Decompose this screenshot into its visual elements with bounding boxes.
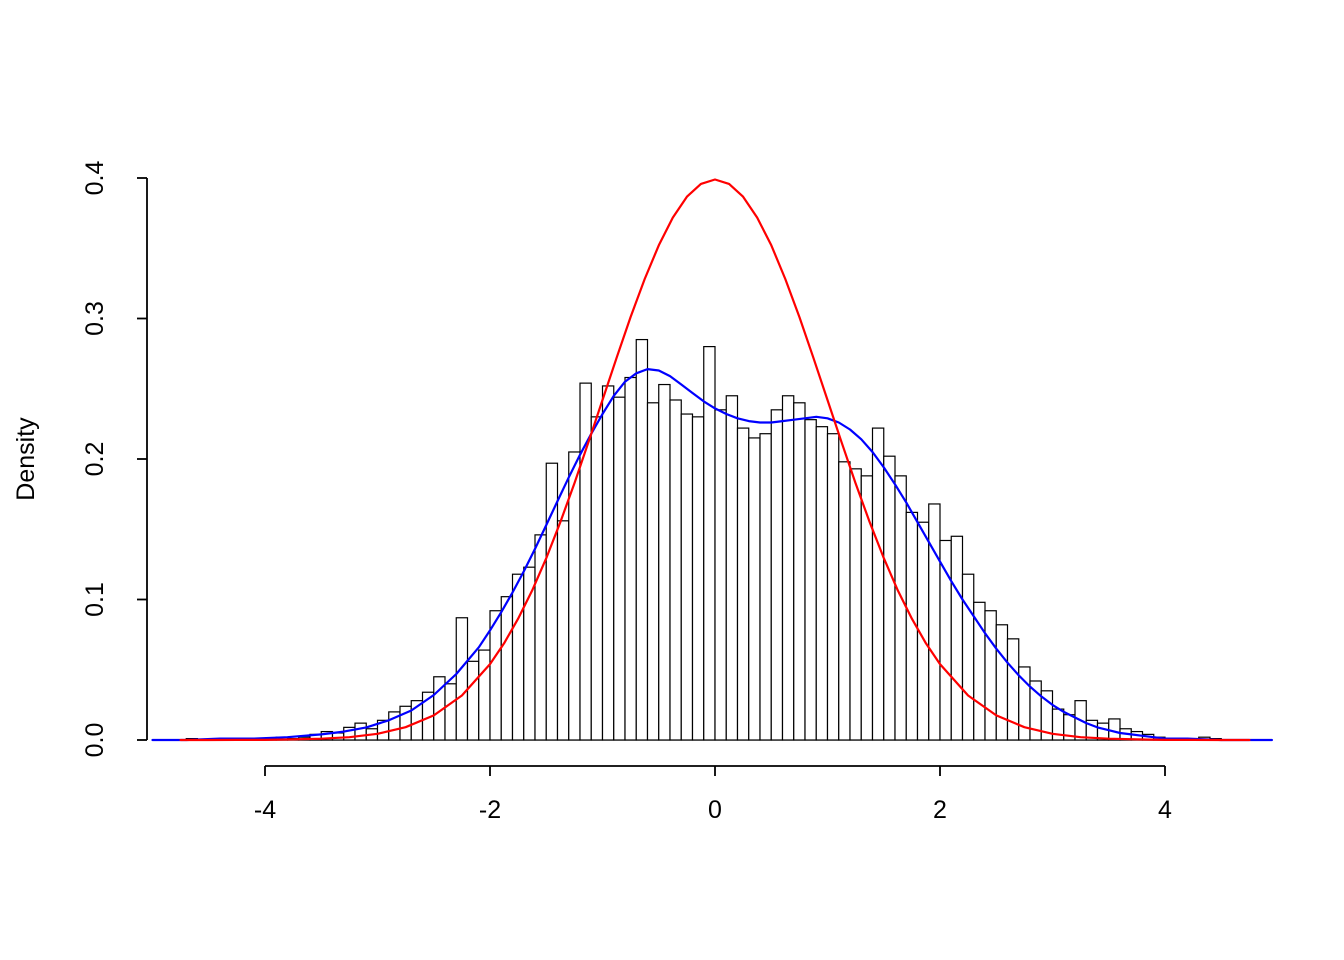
histogram-bar [1108,718,1121,741]
y-axis: 0.0 0.1 0.2 0.3 0.4 [81,161,148,758]
x-tick-label: 0 [708,796,722,824]
histogram-bar [444,683,457,741]
histogram-bar [781,395,795,741]
histogram-bar [601,385,615,741]
histogram-bar [478,649,491,741]
y-tick-label: 0.3 [81,301,109,336]
histogram-bar [556,520,570,741]
histogram-bar [984,610,997,741]
histogram-bar [928,503,941,741]
histogram-bar [995,624,1009,741]
histogram-bar [894,475,907,741]
histogram-bar [838,461,851,741]
histogram-bar [961,573,975,741]
histogram-bar [770,409,784,741]
y-tick-label: 0.4 [81,161,109,196]
histogram-bar [658,383,671,741]
histogram-bar [815,426,829,741]
histogram-bar [725,395,739,741]
histogram-bar [489,610,502,741]
histogram-bar [523,566,536,741]
histogram-bar [759,433,772,741]
histogram-bar [466,660,480,741]
kernel-density-estimate-curve [151,368,1273,742]
histogram-bar [804,419,817,741]
histogram-bar [500,596,514,741]
histogram-bar [613,396,626,741]
histogram-bar [950,535,964,741]
histogram-bar [635,338,649,741]
histogram-bar [455,617,469,741]
y-tick-label: 0.2 [81,442,109,477]
x-tick-label: 4 [1158,796,1172,824]
histogram-bar [680,413,694,741]
histogram-bar [624,376,637,741]
histogram-bar [691,416,705,741]
histogram-bar [748,437,761,741]
histogram-bar [849,468,862,741]
histogram-bars [185,338,1222,741]
histogram-bar [354,722,367,741]
y-tick-label: 0.0 [81,723,109,758]
x-axis: -4 -2 0 2 4 [254,765,1172,824]
x-tick-label: -2 [479,796,501,824]
y-tick-label: 0.1 [81,582,109,617]
histogram-bar [590,416,604,741]
y-axis-title: Density [12,417,40,501]
histogram-bar [793,402,806,741]
histogram-bar [511,573,525,741]
histogram-bar [646,402,660,741]
histogram-bar [883,455,896,741]
histogram-bar [534,534,547,741]
histogram-bar [736,427,750,741]
histogram-bar [714,409,727,741]
x-tick-label: -4 [254,796,276,824]
standard-normal-density-curve [179,178,1251,742]
x-tick-label: 2 [933,796,947,824]
histogram-bar [871,427,885,741]
histogram-bar [669,399,682,741]
histogram-bar [826,433,840,741]
